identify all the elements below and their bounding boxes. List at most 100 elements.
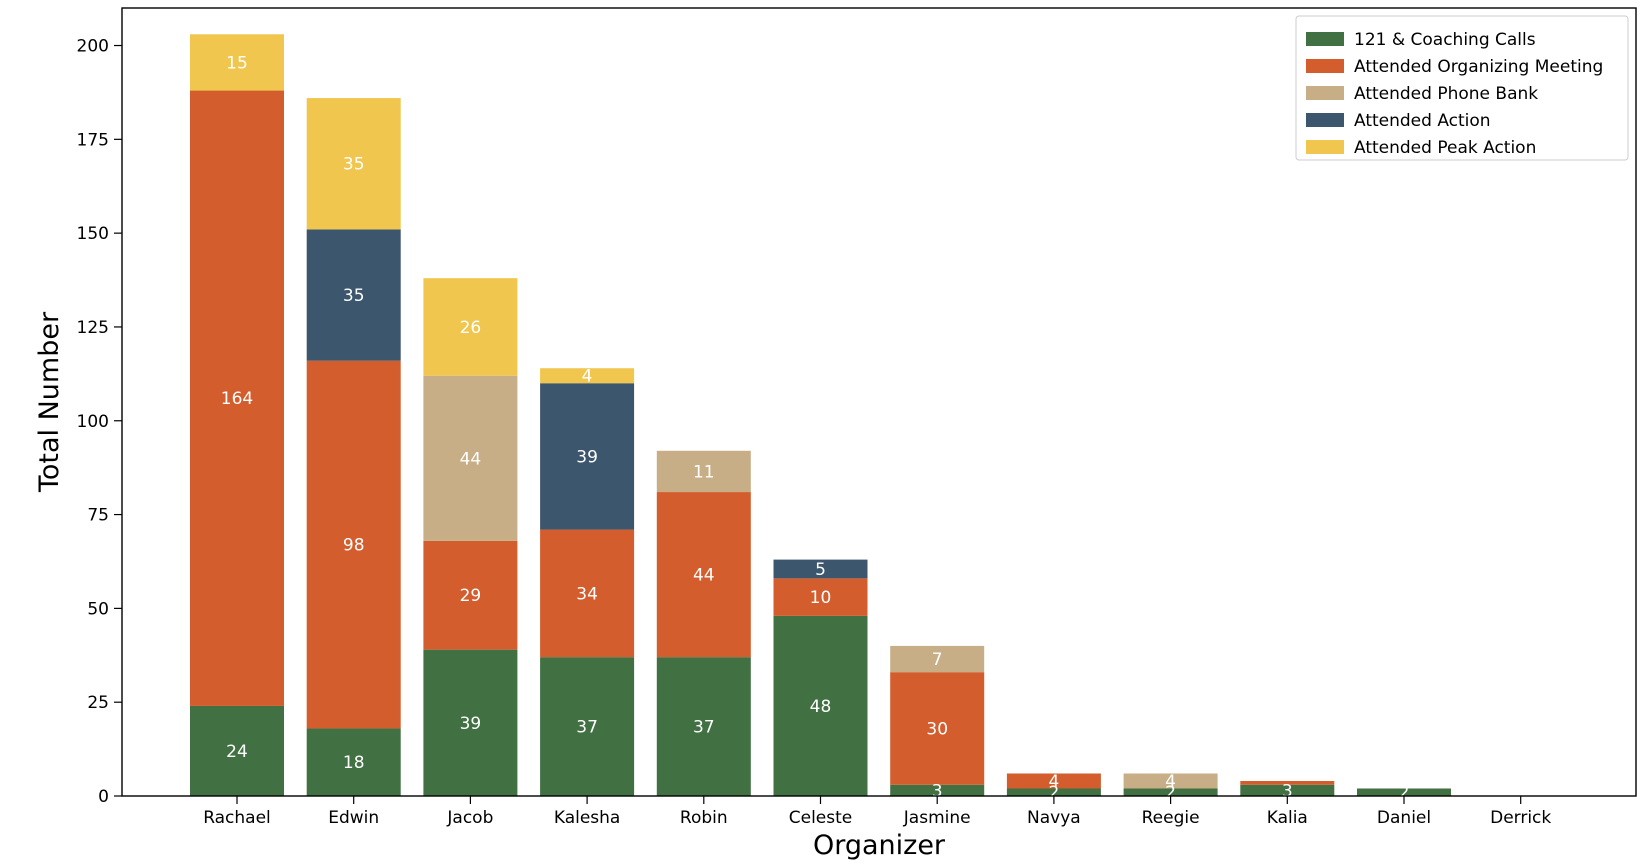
bar-value-label: 5: [815, 560, 826, 580]
bar-segment-edwin-3: [306, 229, 401, 361]
bar-value-label: 10: [810, 588, 832, 608]
bar-segment-jasmine-1: [890, 672, 985, 785]
x-tick-label: Derrick: [1490, 808, 1551, 828]
bar-segment-kalesha-3: [540, 383, 635, 530]
bar-value-label: 44: [693, 566, 715, 586]
bar-value-label: 4: [582, 367, 593, 387]
x-tick-label: Jasmine: [903, 808, 971, 828]
bar-value-label: 7: [932, 650, 943, 670]
y-tick-label: 100: [77, 412, 109, 432]
legend: 121 & Coaching Calls Attended Organizing …: [1295, 15, 1629, 161]
bar-value-label: 26: [460, 318, 482, 338]
bar-value-label: 37: [693, 718, 715, 738]
x-tick-label: Jacob: [446, 808, 493, 828]
legend-entry-label: 121 & Coaching Calls: [1354, 30, 1536, 50]
y-tick-label: 175: [77, 130, 109, 150]
bar-value-label: 3: [932, 781, 943, 801]
bar-segment-robin-2: [656, 450, 751, 493]
legend-box: [1295, 15, 1629, 161]
y-tick-label: 150: [77, 224, 109, 244]
bar-segment-kalesha-0: [540, 657, 635, 796]
bar-value-label: 98: [343, 536, 365, 556]
bar-segment-daniel-0: [1357, 788, 1451, 796]
x-axis-ticks: Rachael Edwin Jacob Kalesha Robin Celeste Jasm…: [203, 796, 1551, 828]
bar-segment-celeste-3: [773, 559, 868, 579]
y-tick-label: 200: [77, 37, 109, 57]
bar-segment-jacob-1: [423, 540, 518, 650]
bar-value-label: 29: [460, 586, 482, 606]
bar-value-label: 2: [1165, 783, 1176, 803]
bar-value-label: 4: [1048, 772, 1059, 792]
bar-segment-rachael-4: [190, 34, 284, 91]
bar-segment-rachael-0: [190, 705, 284, 796]
bar-segment-robin-0: [656, 657, 751, 796]
x-tick-label: Kalesha: [554, 808, 621, 828]
bars-layer: [190, 34, 1451, 796]
legend-swatch: [1306, 32, 1344, 46]
legend-swatch: [1306, 140, 1344, 154]
bar-segment-jasmine-0: [890, 784, 985, 796]
legend-swatch: [1306, 86, 1344, 100]
legend-entry-label: Attended Organizing Meeting: [1354, 57, 1603, 77]
bar-labels-layer: 2416415189835353929442637343943744114810…: [221, 53, 1410, 803]
legend-swatch: [1306, 113, 1344, 127]
bar-segment-reegie-0: [1123, 788, 1218, 796]
bar-segment-kalia-0: [1240, 784, 1335, 796]
bar-segment-celeste-0: [773, 615, 868, 796]
bar-value-label: 44: [460, 449, 482, 469]
y-axis-ticks: 0 25 50 75 100 125 150 175 200: [77, 37, 122, 807]
bar-value-label: 11: [693, 462, 715, 482]
bar-segment-jacob-0: [423, 649, 518, 796]
x-tick-label: Robin: [680, 808, 728, 828]
bar-segment-kalesha-1: [540, 529, 635, 658]
y-tick-label: 50: [87, 599, 109, 619]
bar-segment-kalia-1: [1240, 780, 1335, 785]
legend-entry-label: Attended Phone Bank: [1354, 84, 1538, 104]
bar-value-label: 35: [343, 155, 365, 175]
legend-entry-label: Attended Peak Action: [1354, 138, 1536, 158]
bar-value-label: 24: [226, 742, 248, 762]
bar-segment-edwin-1: [306, 360, 401, 729]
bar-segment-jacob-4: [423, 278, 518, 376]
bar-value-label: 164: [221, 389, 253, 409]
bar-value-label: 15: [226, 53, 248, 73]
bar-value-label: 2: [1048, 783, 1059, 803]
x-axis-title: Organizer: [813, 830, 946, 861]
y-tick-label: 75: [87, 506, 109, 526]
bar-value-label: 39: [460, 714, 482, 734]
x-tick-label: Edwin: [328, 808, 379, 828]
x-tick-label: Rachael: [203, 808, 271, 828]
x-tick-label: Reegie: [1142, 808, 1200, 828]
y-axis-title: Total Number: [34, 311, 65, 493]
bar-value-label: 34: [576, 584, 598, 604]
y-tick-label: 125: [77, 318, 109, 338]
bar-value-label: 2: [1399, 783, 1410, 803]
x-tick-label: Daniel: [1377, 808, 1431, 828]
bar-value-label: 3: [1282, 781, 1293, 801]
bar-value-label: 4: [1165, 772, 1176, 792]
axes-frame: [121, 7, 1637, 797]
x-tick-label: Navya: [1027, 808, 1081, 828]
bar-segment-navya-1: [1006, 773, 1101, 789]
x-tick-label: Kalia: [1267, 808, 1308, 828]
bar-value-label: 35: [343, 286, 365, 306]
bar-value-label: 48: [810, 697, 832, 717]
bar-value-label: 39: [576, 447, 598, 467]
y-tick-label: 0: [98, 787, 109, 807]
bar-value-label: 30: [926, 719, 948, 739]
legend-swatch: [1306, 59, 1344, 73]
legend-entry-label: Attended Action: [1354, 111, 1491, 131]
bar-segment-reegie-2: [1123, 773, 1218, 789]
bar-segment-edwin-4: [306, 98, 401, 230]
bar-segment-rachael-1: [190, 90, 284, 706]
bar-segment-jacob-2: [423, 375, 518, 541]
bar-segment-edwin-0: [306, 728, 401, 796]
y-tick-label: 25: [87, 693, 109, 713]
bar-segment-kalesha-4: [540, 368, 635, 384]
bar-segment-jasmine-2: [890, 645, 985, 673]
bar-segment-navya-0: [1006, 788, 1101, 796]
bar-value-label: 18: [343, 753, 365, 773]
bar-value-label: 37: [576, 718, 598, 738]
